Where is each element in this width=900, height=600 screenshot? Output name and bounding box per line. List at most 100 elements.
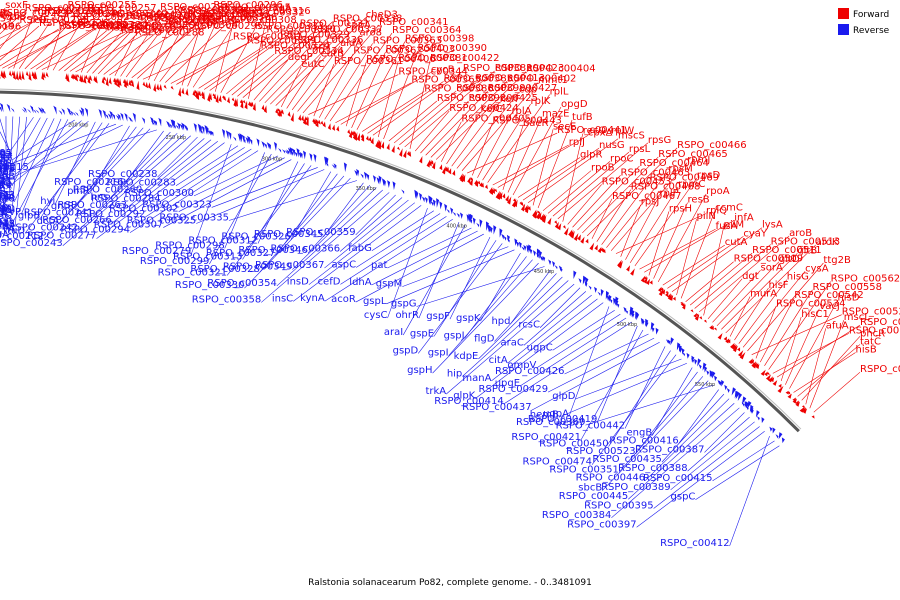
- forward-gene-label: RSPO_c00333: [255, 21, 325, 32]
- forward-gene-label-leader-line: [591, 198, 613, 239]
- forward-gene: [125, 79, 129, 87]
- reverse-gene-label: RSPO_c00263: [58, 200, 128, 211]
- forward-gene-label-leader-line: [712, 270, 761, 323]
- legend: Forward Reverse: [838, 8, 890, 36]
- forward-gene-label: rpmJ: [687, 155, 710, 166]
- reverse-gene-label: pinR: [67, 186, 89, 197]
- reverse-gene-label-leader-line: [24, 123, 110, 234]
- forward-gene: [787, 393, 792, 399]
- reverse-gene: [10, 107, 15, 113]
- forward-gene: [658, 286, 662, 293]
- reverse-gene-label: RSPO_c00193: [0, 176, 6, 187]
- reverse-gene: [74, 111, 79, 117]
- forward-gene-label: rpsL: [629, 144, 651, 155]
- reverse-gene: [573, 270, 577, 280]
- forward-gene-label-leader-line: [367, 81, 444, 134]
- reverse-gene: [360, 173, 364, 179]
- forward-gene-label-leader-line: [142, 39, 234, 80]
- reverse-gene-label-leader-line: [228, 180, 358, 221]
- forward-gene: [315, 119, 319, 128]
- forward-gene: [527, 206, 531, 211]
- forward-gene-label: RSPO_c00306: [208, 12, 278, 23]
- forward-gene-label: alc: [11, 12, 25, 23]
- forward-gene: [15, 70, 19, 81]
- forward-gene: [381, 141, 385, 149]
- forward-gene: [21, 70, 25, 81]
- forward-gene-label: rpsM: [668, 164, 692, 175]
- forward-gene: [428, 159, 432, 167]
- forward-gene: [317, 119, 321, 125]
- reverse-gene-label: manA: [462, 373, 491, 384]
- forward-gene: [665, 291, 669, 298]
- forward-gene: [469, 177, 474, 186]
- reverse-gene: [421, 196, 425, 203]
- forward-gene-label: rpsG: [648, 135, 671, 146]
- reverse-gene: [58, 109, 63, 115]
- legend-reverse-label: Reverse: [853, 26, 890, 36]
- forward-gene-label-leader-line: [606, 171, 669, 248]
- reverse-gene: [267, 143, 271, 150]
- reverse-gene: [107, 113, 112, 120]
- reverse-gene-label: RSPO_c00191: [0, 162, 15, 173]
- reverse-gene: [444, 203, 448, 212]
- forward-gene-label: RSPO_c00264: [126, 11, 196, 22]
- forward-gene: [768, 376, 774, 383]
- reverse-gene-label-leader-line: [651, 367, 693, 436]
- forward-gene: [290, 112, 294, 122]
- forward-gene-label-leader-line: [291, 45, 341, 111]
- reverse-gene-label: dbhB: [0, 158, 12, 169]
- reverse-gene-label-leader-line: [292, 187, 377, 270]
- reverse-gene: [199, 129, 203, 135]
- reverse-gene-label: dctA: [37, 216, 60, 227]
- forward-gene-label: murA: [750, 289, 777, 300]
- reverse-gene-label: RSPO_c00277: [27, 231, 97, 242]
- forward-gene-label-leader-line: [747, 262, 824, 352]
- forward-gene-label-leader-line: [270, 27, 347, 105]
- reverse-gene-label: RSPO_c00384: [542, 510, 612, 521]
- forward-gene: [491, 188, 495, 194]
- reverse-gene-label-leader-line: [55, 121, 96, 205]
- forward-gene: [101, 76, 105, 85]
- forward-gene: [249, 101, 253, 108]
- reverse-gene: [624, 309, 628, 315]
- reverse-gene-label-leader-line: [0, 202, 16, 227]
- forward-gene-label-leader-line: [451, 102, 500, 167]
- forward-gene-label-leader-line: [721, 253, 798, 330]
- forward-gene: [730, 342, 735, 349]
- forward-gene-label-leader-line: [19, 16, 54, 69]
- forward-gene: [658, 288, 664, 297]
- reverse-gene-label-leader-line: [74, 126, 137, 210]
- reverse-gene: [381, 178, 385, 187]
- forward-gene-label: RSPO_c00154: [0, 13, 13, 24]
- forward-gene: [649, 280, 653, 285]
- reverse-gene: [697, 358, 702, 367]
- forward-gene-label: RSPO_c00427: [488, 83, 558, 94]
- tick-label: 200 kbp: [68, 122, 88, 128]
- forward-gene-label-leader-line: [507, 116, 543, 193]
- tick-label: 350 kbp: [356, 186, 376, 192]
- reverse-gene-label: ugpA: [543, 408, 569, 419]
- forward-gene: [207, 92, 211, 102]
- reverse-gene-label: RSPO_c00164: [0, 162, 9, 173]
- forward-gene-label: RSPO_c00381: [398, 53, 468, 64]
- forward-gene: [802, 408, 808, 414]
- reverse-gene-label: RSPO_c00354: [207, 278, 277, 289]
- forward-gene: [764, 371, 768, 377]
- forward-gene-label-leader-line: [13, 13, 34, 69]
- reverse-gene-label-leader-line: [433, 240, 497, 337]
- reverse-gene-label: RSPO_c00351: [549, 464, 619, 475]
- forward-gene-label-leader-line: [0, 28, 59, 67]
- forward-gene: [475, 180, 479, 187]
- reverse-gene: [536, 252, 540, 259]
- reverse-gene-label: gspF: [426, 311, 450, 322]
- reverse-gene: [539, 255, 543, 261]
- reverse-gene-label: kynA: [300, 293, 325, 304]
- reverse-gene-label-leader-line: [644, 398, 730, 481]
- reverse-gene-label: cysC: [364, 310, 388, 321]
- reverse-gene-label-leader-line: [14, 120, 82, 175]
- reverse-gene: [450, 207, 454, 215]
- forward-gene-label: degP: [288, 52, 313, 63]
- forward-gene-label: RSPO_c00526: [842, 307, 900, 318]
- reverse-gene-label: gcl: [0, 171, 9, 182]
- forward-gene-label: RSPO_c00280: [140, 13, 210, 24]
